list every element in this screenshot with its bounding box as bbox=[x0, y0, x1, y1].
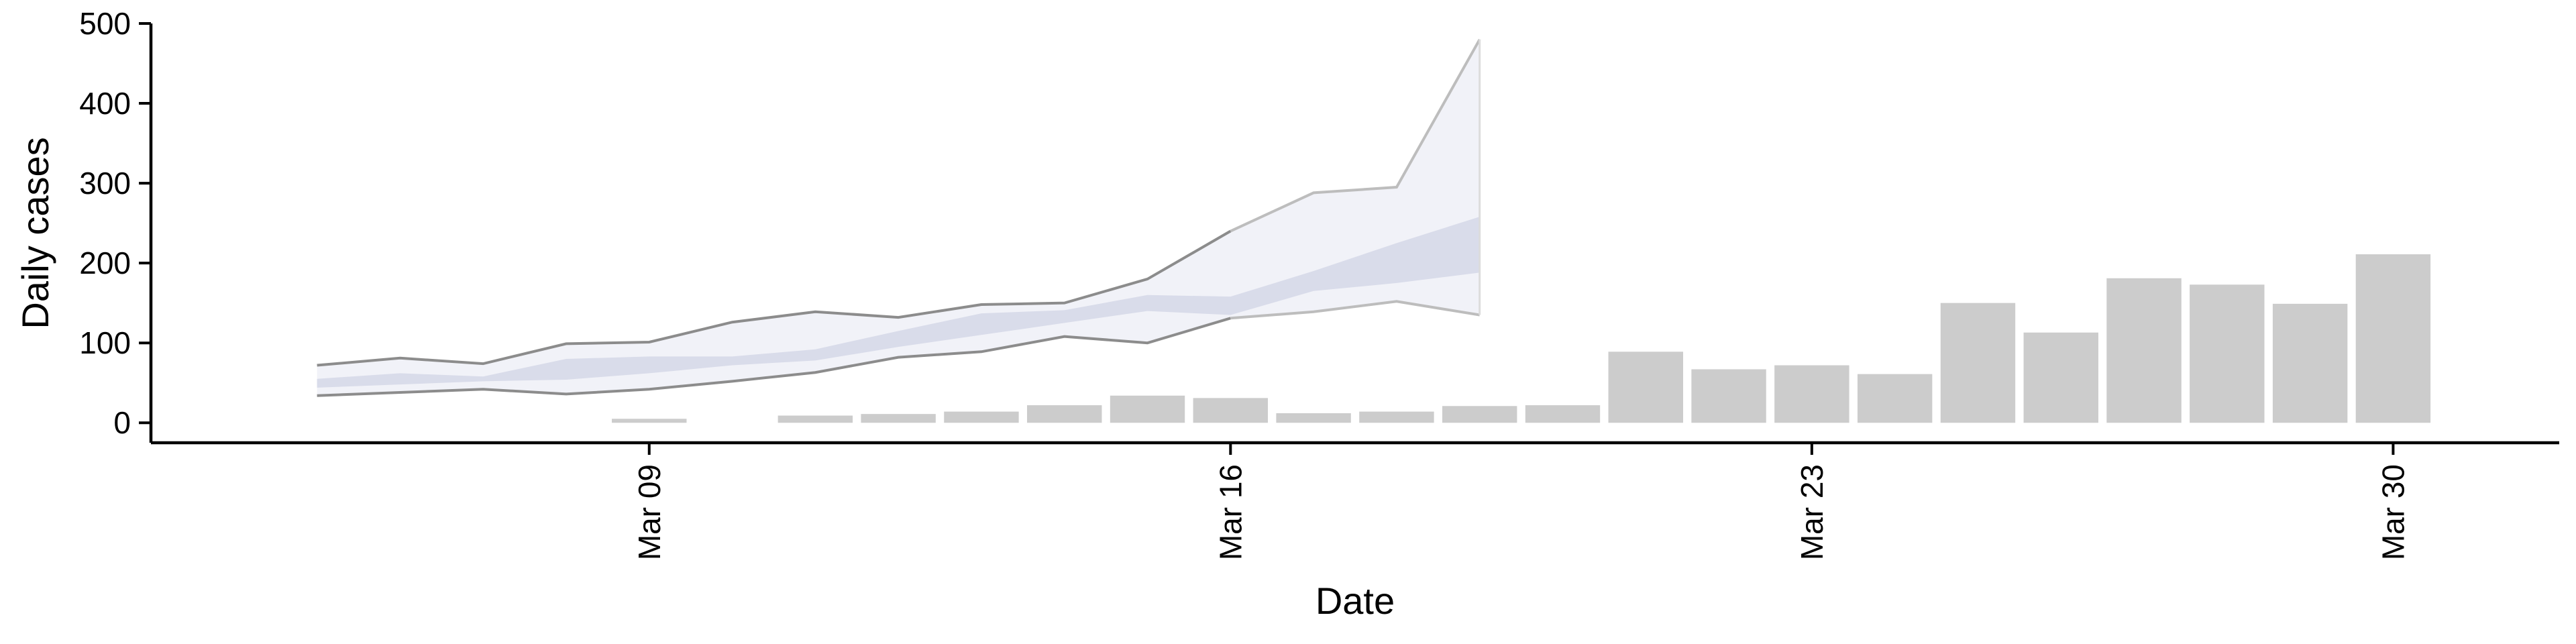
bar bbox=[1193, 398, 1269, 423]
bar bbox=[1359, 411, 1434, 423]
bar bbox=[612, 419, 687, 423]
axes-group bbox=[149, 23, 2559, 445]
bar bbox=[1276, 413, 1351, 423]
bar bbox=[861, 414, 936, 423]
lower-line-dark bbox=[317, 317, 1231, 397]
upper-line-dark bbox=[317, 229, 1232, 367]
inner-band bbox=[317, 217, 1480, 388]
y-tick-label: 100 bbox=[79, 325, 131, 360]
nowcast-lines bbox=[317, 38, 1481, 397]
bar bbox=[1442, 406, 1517, 423]
y-tick-label: 300 bbox=[79, 166, 131, 201]
lower-line-light bbox=[1230, 300, 1481, 320]
x-ticks: Mar 09 Mar 16 Mar 23 Mar 30 bbox=[632, 443, 2410, 560]
x-tick-label: Mar 23 bbox=[1794, 464, 1829, 560]
bar bbox=[2272, 303, 2348, 423]
x-axis-title: Date bbox=[1316, 580, 1395, 622]
y-tick-label: 200 bbox=[79, 246, 131, 280]
x-tick-label: Mar 30 bbox=[2375, 464, 2410, 560]
bars-group bbox=[612, 254, 2431, 423]
nowcast-bands bbox=[317, 39, 1480, 396]
y-tick-label: 0 bbox=[113, 405, 131, 440]
y-tick-label: 500 bbox=[79, 6, 131, 41]
bar bbox=[1691, 369, 1766, 423]
bar bbox=[1525, 405, 1601, 423]
y-tick-label: 400 bbox=[79, 86, 131, 121]
bar bbox=[2355, 254, 2431, 423]
bar bbox=[1940, 303, 2016, 423]
bar bbox=[1110, 395, 1185, 423]
y-axis-title: Daily cases bbox=[14, 137, 56, 329]
x-tick-label: Mar 16 bbox=[1213, 464, 1248, 560]
bar bbox=[2023, 332, 2098, 423]
bar bbox=[1774, 365, 1849, 423]
bar bbox=[1857, 374, 1933, 423]
bar bbox=[1608, 352, 1683, 423]
bar bbox=[944, 411, 1019, 423]
bar bbox=[777, 415, 853, 423]
bar bbox=[2190, 284, 2265, 423]
bar bbox=[2106, 278, 2182, 423]
upper-line-light bbox=[1230, 38, 1481, 233]
x-tick-label: Mar 09 bbox=[632, 464, 667, 560]
y-ticks: 0 100 200 300 400 500 bbox=[79, 6, 151, 440]
bar bbox=[1027, 405, 1102, 423]
